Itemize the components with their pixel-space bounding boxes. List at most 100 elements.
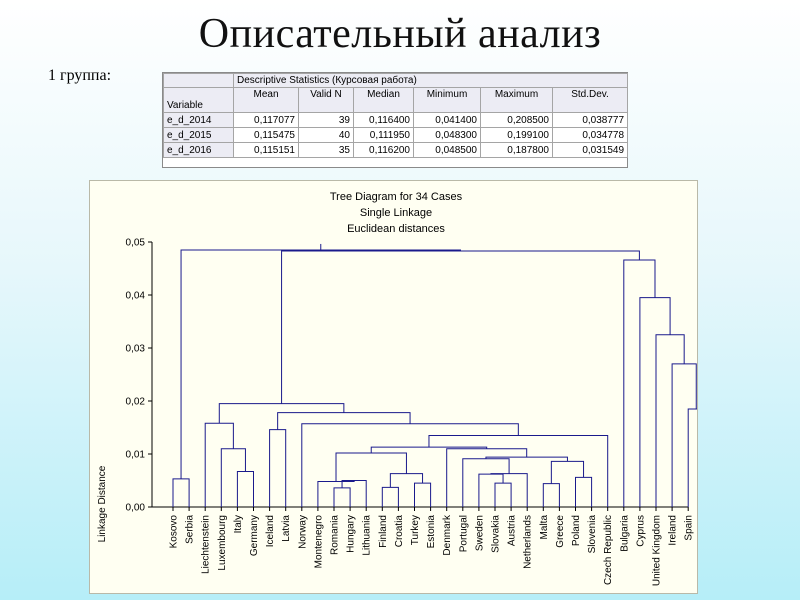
chart-title: Tree Diagram for 34 Cases	[330, 191, 463, 203]
table-cell: 0,208500	[480, 112, 553, 128]
dendrogram-link	[370, 446, 488, 453]
dendrogram-link	[333, 487, 351, 507]
leaf-label: Denmark	[442, 514, 453, 556]
leaf-label: Croatia	[394, 515, 405, 548]
dendrogram-links	[172, 243, 697, 507]
table-cell: 0,034778	[551, 127, 629, 143]
table-cell: 0,115151	[233, 142, 299, 158]
dendrogram-link	[218, 403, 345, 424]
table-corner	[163, 73, 234, 88]
leaf-label: Turkey	[410, 515, 421, 545]
column-header: Median	[353, 87, 414, 113]
column-header: Variable	[163, 87, 234, 113]
dendrogram-link	[639, 297, 671, 507]
table-cell: 39	[298, 112, 354, 128]
leaf-label: Austria	[507, 515, 518, 547]
dendrogram-link	[414, 482, 432, 507]
table-cell: 35	[298, 142, 354, 158]
leaf-label: Czech Republic	[603, 515, 614, 585]
dendrogram-link	[204, 422, 234, 507]
leaf-label: Iceland	[265, 515, 276, 547]
slide-title: Описательный анализ	[198, 11, 602, 57]
dendrogram-link	[490, 473, 528, 507]
table-cell: 0,199100	[480, 127, 553, 143]
leaf-label: Romania	[330, 515, 341, 555]
leaf-label: Estonia	[426, 515, 437, 549]
table-cell: 0,038777	[551, 112, 629, 128]
leaf-label: Luxembourg	[217, 515, 228, 571]
leaf-label: Germany	[249, 515, 260, 556]
leaf-label: Norway	[297, 515, 308, 549]
table-cell: 0,115475	[233, 127, 299, 143]
leaf-label: Malta	[539, 515, 550, 540]
table-row: e_d_2016 0,115151 35 0,116200 0,048500 0…	[163, 142, 629, 158]
leaf-labels: Kosovo Serbia Liechtenstein Luxembourg Italy…	[169, 514, 695, 586]
dendrogram-link	[269, 429, 287, 507]
dendrogram-link	[317, 480, 355, 507]
leaf-label: Liechtenstein	[201, 515, 212, 574]
y-tick-label: 0,03	[126, 344, 146, 355]
dendrogram-link	[236, 470, 254, 507]
table-cell: e_d_2016	[163, 142, 234, 158]
y-tick-label: 0,05	[126, 238, 146, 249]
dendrogram-link	[281, 250, 640, 404]
y-tick-label: 0,00	[126, 503, 146, 514]
leaf-label: Serbia	[185, 515, 196, 544]
dendrogram-link	[381, 486, 399, 507]
group-label: 1 группа:	[48, 67, 112, 84]
table-cell: 0,031549	[551, 142, 629, 158]
y-tick-label: 0,01	[126, 450, 146, 461]
column-header: Valid N	[298, 87, 354, 113]
table-cell: 0,117077	[233, 112, 299, 128]
dendrogram-svg: Tree Diagram for 34 Cases Single Linkage…	[97, 191, 697, 586]
table-cell: 0,116400	[353, 112, 414, 128]
dendrogram-link	[655, 334, 685, 507]
table-cell: e_d_2015	[163, 127, 234, 143]
dendrogram-link	[494, 482, 512, 507]
chart-subtitle-line: Euclidean distances	[347, 223, 445, 235]
dendrogram-link	[220, 448, 246, 507]
leaf-label: Kosovo	[169, 515, 180, 549]
dendrogram-link	[485, 456, 568, 462]
y-axis-label: Linkage Distance	[97, 465, 108, 542]
dendrogram-link	[172, 478, 190, 507]
table-header-row: Variable Mean Valid N Median Minimum Max…	[163, 87, 629, 113]
leaf-label: Lithuania	[362, 515, 373, 556]
leaf-label: Netherlands	[523, 515, 534, 569]
table-row: e_d_2015 0,115475 40 0,111950 0,048300 0…	[163, 127, 629, 143]
leaf-label: Poland	[571, 515, 582, 546]
leaf-label: Finland	[378, 515, 389, 548]
table-row: e_d_2014 0,117077 39 0,116400 0,041400 0…	[163, 112, 629, 128]
leaf-label: Ireland	[668, 515, 679, 546]
leaf-label: Hungary	[346, 515, 357, 553]
dendrogram-link	[301, 423, 519, 507]
table-caption: Descriptive Statistics (Курсовая работа)	[232, 73, 629, 88]
dendrogram-link	[542, 483, 560, 507]
column-header: Mean	[233, 87, 299, 113]
dendrogram-link	[335, 452, 407, 482]
dendrogram-link	[341, 480, 367, 507]
y-tick-label: 0,02	[126, 397, 146, 408]
column-header: Minimum	[413, 87, 481, 113]
table-cell: 0,041400	[413, 112, 481, 128]
leaf-label: Sweden	[474, 515, 485, 551]
table-cell: 0,048500	[413, 142, 481, 158]
table-cell: e_d_2014	[163, 112, 234, 128]
dendrogram-link	[389, 473, 424, 488]
dendrogram-link	[180, 249, 461, 479]
chart-subtitle-line: Single Linkage	[360, 207, 432, 219]
table-cell: 40	[298, 127, 354, 143]
leaf-label: Cyprus	[635, 515, 646, 547]
dendrogram-link	[575, 476, 593, 507]
dendrogram-link	[428, 434, 609, 507]
leaf-label: Slovenia	[587, 515, 598, 554]
table-caption-row: Descriptive Statistics (Курсовая работа)	[163, 73, 629, 88]
leaf-label: United Kingdom	[652, 515, 663, 586]
table-cell: 0,116200	[353, 142, 414, 158]
descriptive-statistics-table: Descriptive Statistics (Курсовая работа)…	[162, 72, 629, 168]
dendrogram-link	[478, 473, 504, 507]
y-axis: 0,00 0,01 0,02 0,03 0,04 0,05	[126, 238, 689, 514]
dendrogram-link	[550, 460, 585, 484]
dendrogram-link	[623, 259, 656, 507]
leaf-label: Montenegro	[313, 515, 324, 569]
